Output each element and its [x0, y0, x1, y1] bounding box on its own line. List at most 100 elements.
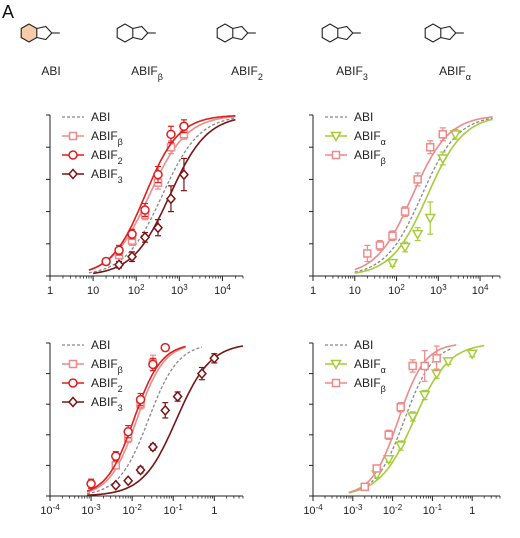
data-point	[363, 249, 372, 258]
legend-label: ABI	[354, 338, 373, 352]
data-point	[375, 241, 385, 250]
data-point	[68, 131, 78, 141]
data-point	[67, 168, 79, 180]
x-tick-label: 10-1	[423, 503, 443, 518]
data-point	[384, 430, 393, 440]
molecule-row: ABI ABIFβ ABIF2 ABIF3 ABIFα	[20, 23, 471, 82]
data-point	[388, 231, 397, 240]
x-tick-label: 103	[430, 283, 447, 298]
legend-label: ABIFβ	[354, 148, 386, 166]
series-2	[354, 118, 493, 274]
series-4	[92, 118, 236, 275]
fit-curve	[86, 346, 186, 493]
benzene-ring	[321, 23, 339, 43]
data-point	[331, 150, 341, 160]
data-point	[394, 441, 407, 452]
data-point	[424, 213, 436, 225]
legend-label: ABIFα	[354, 129, 386, 147]
x-tick-label: 1	[310, 285, 316, 297]
x-tick-label: 1	[211, 505, 217, 517]
data-point	[411, 229, 424, 241]
molecule-name: ABIF2	[231, 64, 263, 82]
series-3	[88, 115, 236, 271]
fit-curve	[88, 117, 236, 274]
data-point	[432, 354, 441, 363]
x-tick-label: 10	[87, 285, 99, 297]
x-tick-label: 1	[469, 505, 475, 517]
data-point	[123, 426, 133, 437]
molecule-name: ABI	[41, 64, 60, 78]
data-point	[110, 479, 121, 491]
data-point	[127, 229, 137, 239]
data-point	[152, 222, 163, 234]
series-3	[86, 342, 186, 492]
data-point	[372, 464, 382, 473]
data-point	[382, 455, 395, 466]
series-3	[354, 116, 493, 271]
data-point	[140, 231, 151, 243]
molecule-name: ABIFα	[439, 64, 471, 82]
data-point	[196, 367, 207, 380]
series-3	[348, 344, 457, 494]
data-point	[68, 359, 78, 369]
molecule-3: ABIF2	[216, 23, 263, 82]
data-point	[153, 169, 163, 180]
benzene-ring	[216, 23, 234, 43]
data-point	[172, 390, 183, 403]
data-point	[400, 207, 410, 216]
x-tick-label: 103	[171, 283, 188, 298]
imidazole-ring	[132, 25, 149, 41]
molecule-name: ABIFβ	[131, 64, 163, 82]
x-tick-label: 104	[214, 283, 231, 298]
ring-highlight	[21, 24, 37, 42]
series-1	[86, 346, 203, 495]
data-point	[148, 359, 158, 370]
data-point	[135, 464, 146, 476]
imidazole-ring	[440, 25, 457, 41]
data-point	[330, 131, 342, 143]
molecule-1: ABI	[20, 23, 61, 78]
data-point	[101, 256, 111, 267]
data-point	[127, 251, 138, 263]
imidazole-ring	[36, 25, 53, 41]
x-tick-label: 102	[128, 283, 145, 298]
data-point	[160, 404, 171, 416]
fit-curve	[354, 118, 493, 274]
imidazole-ring	[232, 25, 249, 41]
benzene-ring	[20, 23, 38, 43]
fit-curve	[354, 117, 493, 273]
series-4	[87, 345, 244, 496]
data-point	[442, 357, 455, 368]
benzene-ring	[116, 23, 134, 43]
data-point	[418, 390, 431, 402]
data-point	[430, 369, 443, 380]
fit-curve	[354, 116, 493, 271]
data-point	[68, 150, 78, 160]
series-2	[348, 344, 485, 494]
panel-a-label: A	[2, 2, 14, 22]
imidazole-ring	[337, 25, 354, 41]
data-point	[160, 342, 171, 353]
data-point	[178, 168, 189, 181]
data-point	[413, 175, 422, 184]
data-point	[360, 482, 370, 492]
legend-label: ABI	[354, 110, 373, 124]
fit-curve	[88, 115, 236, 271]
data-point	[166, 129, 176, 140]
data-point	[466, 349, 478, 360]
legend-label: ABIFβ	[91, 129, 123, 147]
data-point	[331, 378, 341, 388]
x-tick-label: 10-3	[343, 503, 363, 518]
data-point	[68, 378, 78, 388]
data-point	[111, 451, 121, 461]
data-point	[399, 242, 411, 254]
x-tick-label: 10-4	[303, 503, 323, 518]
data-point	[436, 154, 449, 165]
data-point	[86, 479, 96, 489]
series-1	[354, 117, 493, 273]
